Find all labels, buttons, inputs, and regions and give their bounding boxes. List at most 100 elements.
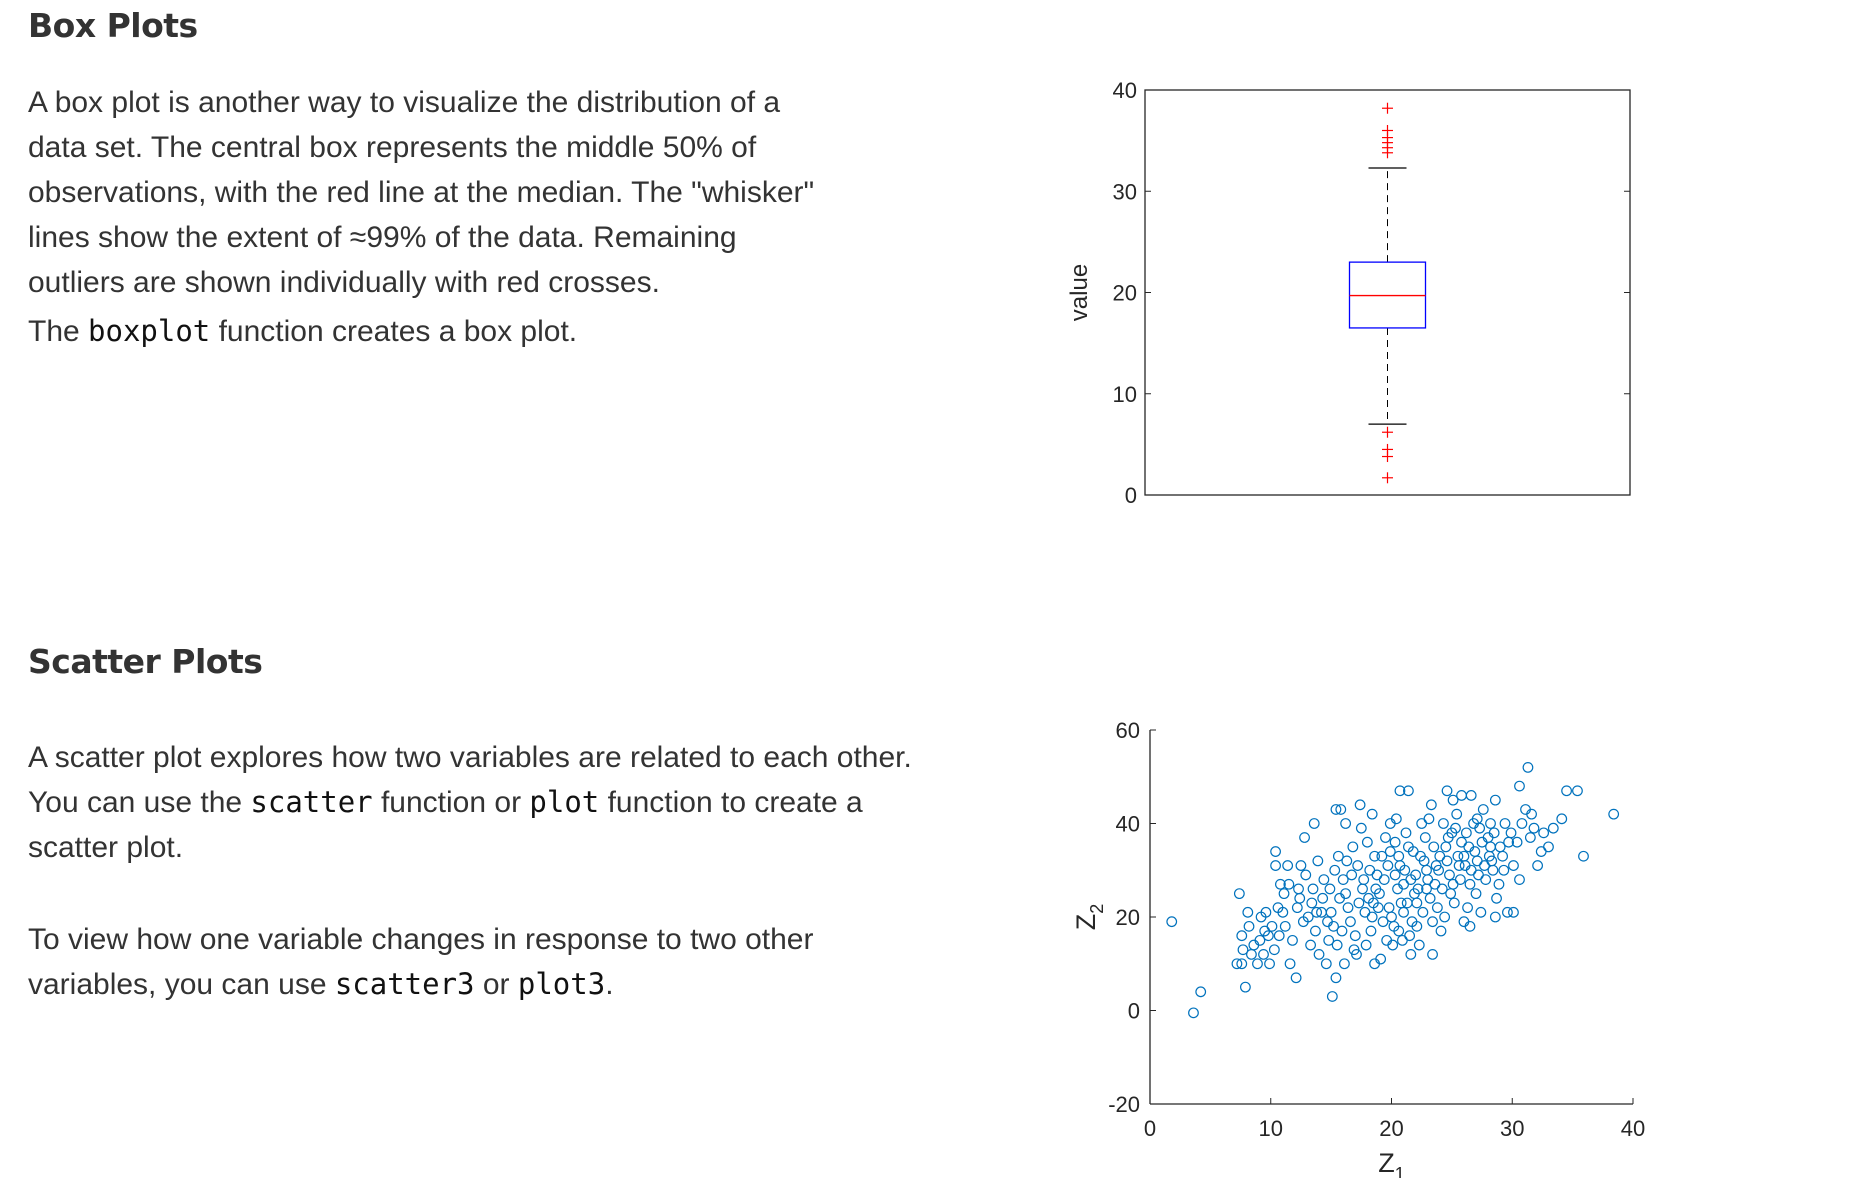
- scatter-point: [1270, 860, 1281, 871]
- scatter-point: [1448, 897, 1460, 909]
- scatter-point: [1424, 892, 1436, 904]
- scatter-point: [1511, 836, 1523, 848]
- scatter-point: [1367, 897, 1379, 909]
- x-tick-label: 20: [1379, 1116, 1403, 1141]
- scatter-point: [1505, 827, 1517, 839]
- scatter-point: [1342, 902, 1354, 914]
- scatter-point: [1427, 916, 1438, 928]
- scatter-point: [1425, 799, 1437, 811]
- scatter-point: [1418, 855, 1430, 867]
- scatter-point: [1390, 813, 1402, 825]
- scatter-point: [1346, 869, 1358, 881]
- scatter-point: [1310, 925, 1321, 937]
- y-tick-label: 20: [1113, 281, 1137, 306]
- scatter-point: [1499, 818, 1511, 829]
- scatter-point: [1441, 855, 1453, 867]
- plot-code: plot: [529, 785, 600, 819]
- text-fragment: The: [28, 315, 89, 348]
- scatter-point: [1282, 860, 1294, 871]
- scatter-point: [1364, 864, 1376, 876]
- scatter-point: [1458, 916, 1470, 928]
- scatter-point: [1359, 906, 1371, 918]
- scatter-point: [1246, 948, 1257, 960]
- scatter-point: [1405, 948, 1417, 960]
- scatter-point: [1403, 841, 1414, 853]
- scatter-point: [1236, 958, 1248, 970]
- scatter-point: [1283, 878, 1295, 890]
- scatter-point: [1419, 832, 1431, 843]
- scatter-point: [1491, 892, 1502, 904]
- text-fragment: A scatter plot explores how two variable…: [28, 741, 912, 819]
- scatter-point: [1377, 916, 1389, 928]
- scatter-point: [1369, 958, 1380, 970]
- scatter-point: [1317, 892, 1329, 904]
- scatter-code: scatter: [250, 785, 373, 819]
- scatter-point: [1447, 794, 1459, 806]
- scatter-point: [1427, 948, 1438, 960]
- y-tick-label: 10: [1113, 382, 1137, 407]
- scatter-point: [1508, 860, 1519, 871]
- scatter-point: [1508, 906, 1519, 918]
- x-axis-label: Z1: [1378, 1148, 1405, 1178]
- plot3-code: plot3: [517, 967, 606, 1001]
- scatter-point: [1556, 813, 1568, 825]
- scatter-point: [1360, 939, 1372, 951]
- scatter-point: [1339, 958, 1350, 970]
- text-fragment: function or: [372, 786, 530, 819]
- scatter-point: [1460, 827, 1472, 839]
- y-tick-label: -20: [1108, 1092, 1140, 1117]
- outlier-marker: [1382, 102, 1393, 114]
- scatter-point: [1335, 804, 1347, 815]
- scatter-point: [1381, 934, 1393, 946]
- scatter-point: [1450, 822, 1461, 834]
- scatter-point: [1453, 860, 1465, 871]
- scatter-point: [1307, 883, 1319, 895]
- scatter-point: [1349, 930, 1361, 942]
- scatter-point: [1440, 841, 1452, 853]
- scatter-point: [1166, 916, 1178, 928]
- scatter-point: [1236, 930, 1248, 942]
- scatter-point: [1268, 944, 1280, 956]
- scatter-point: [1348, 944, 1360, 956]
- scatter-point: [1411, 897, 1423, 909]
- scatter-point: [1516, 818, 1528, 829]
- scatter-point: [1311, 906, 1323, 918]
- scatter-point: [1485, 818, 1496, 829]
- scatter-point: [1404, 930, 1416, 942]
- scatter-point: [1477, 804, 1489, 815]
- scatter-point: [1340, 818, 1352, 829]
- scatter-point: [1392, 883, 1403, 895]
- text-fragment: function creates a box plot.: [210, 315, 578, 348]
- scatter-point: [1442, 832, 1454, 843]
- scatter-point: [1258, 948, 1269, 960]
- scatter-point: [1399, 864, 1411, 876]
- scatter-point: [1345, 916, 1356, 928]
- scatter-point: [1380, 832, 1391, 843]
- scatter-point: [1255, 911, 1267, 923]
- scatter-point: [1403, 785, 1414, 797]
- scatter-point: [1454, 874, 1466, 886]
- scatter-point: [1470, 888, 1482, 900]
- scatter-point: [1299, 832, 1310, 843]
- scatter-plots-heading: Scatter Plots: [28, 642, 263, 681]
- scatter-point: [1447, 878, 1459, 890]
- scatter3-note: To view how one variable changes in resp…: [28, 917, 948, 1007]
- scatter-point: [1341, 855, 1353, 867]
- y-tick-label: 30: [1113, 179, 1137, 204]
- scatter-point: [1231, 958, 1243, 970]
- scatter-point: [1524, 832, 1536, 843]
- scatter-point: [1431, 902, 1443, 914]
- scatter-point: [1444, 869, 1455, 881]
- scatter-point: [1366, 911, 1378, 923]
- scatter-point: [1462, 902, 1473, 914]
- scatter-point: [1514, 780, 1525, 792]
- scatter-point: [1330, 972, 1342, 984]
- outlier-marker: [1382, 125, 1393, 136]
- scatter-point: [1480, 874, 1492, 886]
- scatter-point: [1384, 846, 1396, 857]
- scatter-point: [1479, 860, 1490, 871]
- scatter-point: [1465, 864, 1477, 876]
- scatter-points: [1166, 762, 1620, 1019]
- scatter-point: [1332, 850, 1344, 862]
- scatter-point: [1306, 897, 1318, 909]
